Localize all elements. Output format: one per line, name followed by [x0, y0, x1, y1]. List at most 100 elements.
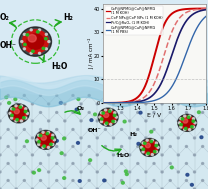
- Circle shape: [31, 188, 33, 189]
- Circle shape: [96, 171, 98, 173]
- Circle shape: [145, 137, 147, 139]
- Circle shape: [137, 112, 139, 113]
- Text: O₂: O₂: [77, 106, 85, 111]
- Circle shape: [8, 101, 11, 104]
- Circle shape: [8, 104, 29, 123]
- Circle shape: [21, 41, 23, 43]
- Circle shape: [56, 146, 58, 147]
- Circle shape: [161, 103, 163, 105]
- Circle shape: [100, 110, 116, 124]
- Circle shape: [142, 140, 158, 155]
- Circle shape: [180, 126, 182, 128]
- Circle shape: [200, 136, 203, 139]
- Circle shape: [0, 154, 1, 156]
- Circle shape: [72, 129, 74, 130]
- Circle shape: [112, 120, 114, 122]
- Circle shape: [115, 116, 118, 118]
- Circle shape: [23, 163, 25, 164]
- Circle shape: [40, 163, 42, 164]
- Circle shape: [40, 135, 51, 145]
- Circle shape: [94, 113, 97, 116]
- Circle shape: [161, 120, 163, 122]
- Circle shape: [42, 47, 45, 50]
- Circle shape: [38, 29, 41, 31]
- Circle shape: [183, 119, 188, 123]
- Circle shape: [96, 137, 98, 139]
- Circle shape: [14, 109, 19, 114]
- Circle shape: [113, 137, 115, 139]
- Circle shape: [161, 137, 163, 139]
- Circle shape: [193, 171, 196, 173]
- Circle shape: [48, 135, 51, 138]
- Circle shape: [5, 96, 8, 99]
- Circle shape: [99, 116, 101, 118]
- Circle shape: [193, 188, 196, 189]
- Circle shape: [145, 188, 147, 189]
- Circle shape: [191, 184, 193, 186]
- Circle shape: [38, 169, 41, 171]
- Circle shape: [32, 171, 35, 174]
- Circle shape: [96, 103, 98, 105]
- Circle shape: [191, 126, 193, 128]
- Circle shape: [52, 134, 54, 136]
- Circle shape: [153, 163, 155, 164]
- Circle shape: [52, 144, 54, 146]
- Circle shape: [121, 181, 124, 184]
- Circle shape: [23, 129, 25, 130]
- Circle shape: [31, 154, 33, 156]
- Circle shape: [24, 43, 26, 46]
- Circle shape: [31, 103, 33, 105]
- Circle shape: [145, 171, 147, 173]
- Circle shape: [64, 120, 66, 122]
- Circle shape: [0, 137, 1, 139]
- Circle shape: [100, 118, 103, 120]
- Circle shape: [20, 120, 22, 122]
- Circle shape: [48, 103, 50, 105]
- Circle shape: [90, 119, 93, 122]
- Circle shape: [40, 129, 42, 130]
- Circle shape: [63, 137, 66, 140]
- Circle shape: [185, 163, 187, 164]
- Circle shape: [169, 180, 171, 181]
- Circle shape: [202, 112, 204, 113]
- Circle shape: [104, 180, 106, 181]
- Circle shape: [137, 180, 139, 181]
- Circle shape: [80, 188, 82, 189]
- Circle shape: [129, 171, 131, 173]
- Legend: CoP@NPMG@CuP@NPMG
(1 M KOH), CoP NPs@CoP NPs (1 M KOH), Pt/C@RuO₂ (1 M KOH), CoP: CoP@NPMG@CuP@NPMG (1 M KOH), CoP NPs@CoP…: [105, 5, 163, 35]
- Circle shape: [7, 94, 9, 96]
- Circle shape: [193, 137, 196, 139]
- Circle shape: [15, 103, 17, 105]
- Circle shape: [38, 52, 41, 54]
- Circle shape: [64, 137, 66, 139]
- Circle shape: [155, 142, 157, 144]
- Circle shape: [169, 163, 171, 164]
- Circle shape: [77, 142, 79, 144]
- Circle shape: [104, 113, 109, 118]
- Circle shape: [197, 111, 200, 114]
- Circle shape: [41, 138, 44, 141]
- Circle shape: [193, 126, 195, 128]
- Circle shape: [15, 188, 17, 189]
- Circle shape: [123, 98, 126, 100]
- Circle shape: [55, 139, 58, 142]
- Circle shape: [80, 120, 82, 122]
- Text: H₂: H₂: [129, 132, 137, 137]
- X-axis label: E / V: E / V: [147, 112, 162, 117]
- Circle shape: [88, 163, 90, 164]
- Circle shape: [42, 140, 45, 143]
- Circle shape: [189, 115, 191, 117]
- Circle shape: [7, 146, 9, 147]
- Circle shape: [51, 137, 54, 139]
- Circle shape: [193, 120, 196, 122]
- Circle shape: [15, 154, 17, 156]
- Circle shape: [48, 171, 50, 173]
- Circle shape: [107, 116, 110, 119]
- Circle shape: [108, 110, 111, 112]
- Circle shape: [184, 115, 186, 117]
- Circle shape: [193, 103, 196, 105]
- Circle shape: [45, 33, 47, 35]
- Circle shape: [202, 163, 204, 164]
- Circle shape: [104, 129, 106, 130]
- Circle shape: [125, 173, 128, 176]
